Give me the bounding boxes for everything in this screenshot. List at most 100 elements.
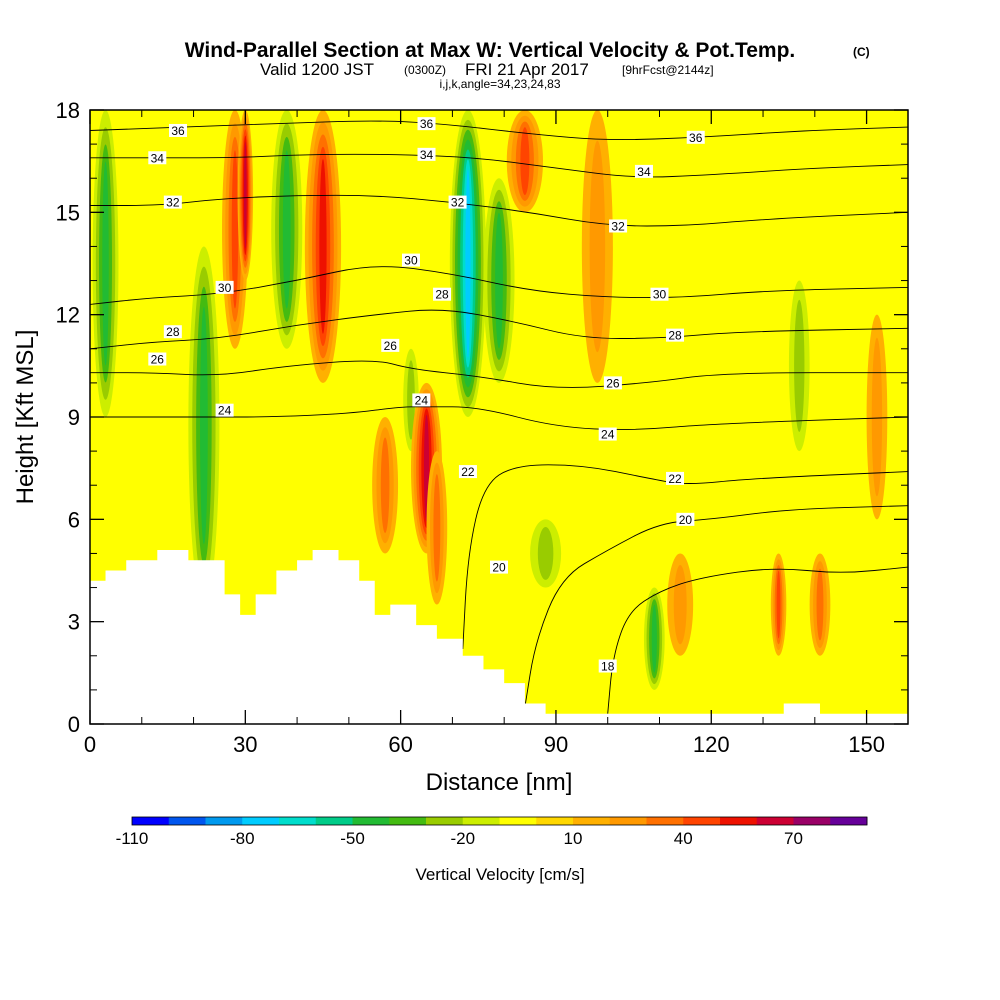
w-column-1 [188, 246, 220, 605]
w-band [651, 604, 657, 673]
w-band [520, 127, 530, 196]
theta-contour-32 [90, 194, 908, 227]
contour-label: 32 [611, 219, 625, 233]
contour-label-bg [412, 393, 431, 407]
w-band [589, 140, 606, 353]
contour-label-bg [163, 325, 182, 339]
contour-label: 36 [420, 117, 434, 131]
colorbar-swatch [609, 817, 647, 825]
contour-label-bg [598, 659, 617, 673]
x-tick-label: 90 [544, 732, 568, 757]
w-column-10 [449, 110, 487, 417]
contour-label: 24 [601, 428, 615, 442]
colorbar-swatch [132, 817, 170, 825]
contour-label: 34 [151, 151, 165, 165]
colorbar-title: Vertical Velocity [cm/s] [415, 865, 584, 884]
contour-label: 30 [404, 254, 418, 268]
chart-title-tag: (C) [853, 45, 870, 59]
colorbar: -110 -80 -50 -20 10 40 70 [116, 816, 868, 848]
contour-label: 34 [420, 148, 434, 162]
w-band [200, 306, 208, 545]
colorbar-tick-label: 10 [564, 829, 583, 848]
y-tick-label: 15 [56, 200, 80, 225]
terrain-polygon [90, 550, 908, 724]
colorbar-swatch [683, 817, 721, 825]
colorbar-tick-label: 70 [784, 829, 803, 848]
colorbar-swatch [793, 817, 831, 825]
colorbar-swatch [426, 817, 464, 825]
theta-contour-26 [90, 360, 908, 388]
theta-contour-24 [90, 406, 908, 430]
forecast-tag: [9hrFcst@2144z] [622, 63, 714, 77]
w-column-18 [788, 280, 810, 452]
theta-contour-22 [462, 464, 908, 650]
colorbar-swatch [499, 817, 537, 825]
y-axis-title: Height [Kft MSL] [12, 330, 39, 505]
contour-label-bg [148, 352, 167, 366]
x-tick-label: 30 [233, 732, 257, 757]
contour-label-bg [650, 287, 669, 301]
valid-date: FRI 21 Apr 2017 [465, 60, 589, 79]
contour-label-bg [598, 427, 617, 441]
colorbar-swatch [756, 817, 794, 825]
colorbar-swatch [389, 817, 427, 825]
colorbar-swatch [536, 817, 574, 825]
colorbar-swatch [168, 817, 206, 825]
x-tick-label: 150 [848, 732, 885, 757]
w-column-4 [271, 110, 303, 349]
w-band [231, 150, 239, 309]
contour-label: 24 [218, 404, 232, 418]
w-band [465, 169, 471, 358]
contour-label-bg [417, 147, 436, 161]
w-band [871, 337, 883, 497]
contour-label: 28 [668, 329, 682, 343]
x-tick-label: 120 [693, 732, 730, 757]
contour-label-bg [686, 130, 705, 144]
x-axis-title: Distance [nm] [426, 769, 573, 796]
contour-label-bg [634, 164, 653, 178]
w-column-17 [770, 553, 787, 656]
w-band [816, 568, 824, 641]
w-column-6 [372, 417, 399, 554]
vertical-velocity-field [92, 110, 888, 690]
colorbar-tick-label: 40 [674, 829, 693, 848]
y-tick-label: 3 [68, 610, 80, 635]
contour-label: 32 [451, 196, 465, 210]
contour-label-bg [433, 287, 452, 301]
contour-label: 36 [689, 131, 703, 145]
w-column-16 [667, 553, 694, 656]
w-column-5 [304, 110, 342, 383]
contour-label: 26 [384, 339, 398, 353]
w-column-3 [237, 110, 254, 281]
contour-label-bg [448, 195, 467, 209]
contour-label: 24 [415, 393, 429, 407]
theta-contour-36 [90, 120, 908, 141]
valid-time-prefix: Valid 1200 JST [260, 60, 374, 79]
y-tick-label: 0 [68, 712, 80, 737]
contour-label: 26 [151, 353, 165, 367]
w-band [319, 159, 327, 334]
colorbar-swatch [242, 817, 280, 825]
colorbar-swatch [205, 817, 243, 825]
contour-label-bg [169, 123, 188, 137]
colorbar-frame [131, 816, 868, 826]
chart-title: Wind-Parallel Section at Max W: Vertical… [185, 39, 796, 62]
contour-label-bg [676, 512, 695, 526]
contour-label: 22 [668, 472, 682, 486]
w-column-19 [809, 553, 831, 656]
contour-label-bg [148, 151, 167, 165]
w-column-9 [426, 451, 448, 605]
y-tick-label: 12 [56, 303, 80, 328]
colorbar-swatch [352, 817, 390, 825]
y-tick-label: 9 [68, 405, 80, 430]
colorbar-swatch [315, 817, 353, 825]
theta-contour-20 [524, 505, 908, 707]
w-band [244, 141, 247, 249]
y-tick-label: 6 [68, 507, 80, 532]
contour-label-bg [381, 338, 400, 352]
colorbar-tick-label: -20 [450, 829, 475, 848]
w-column-14 [581, 110, 613, 383]
